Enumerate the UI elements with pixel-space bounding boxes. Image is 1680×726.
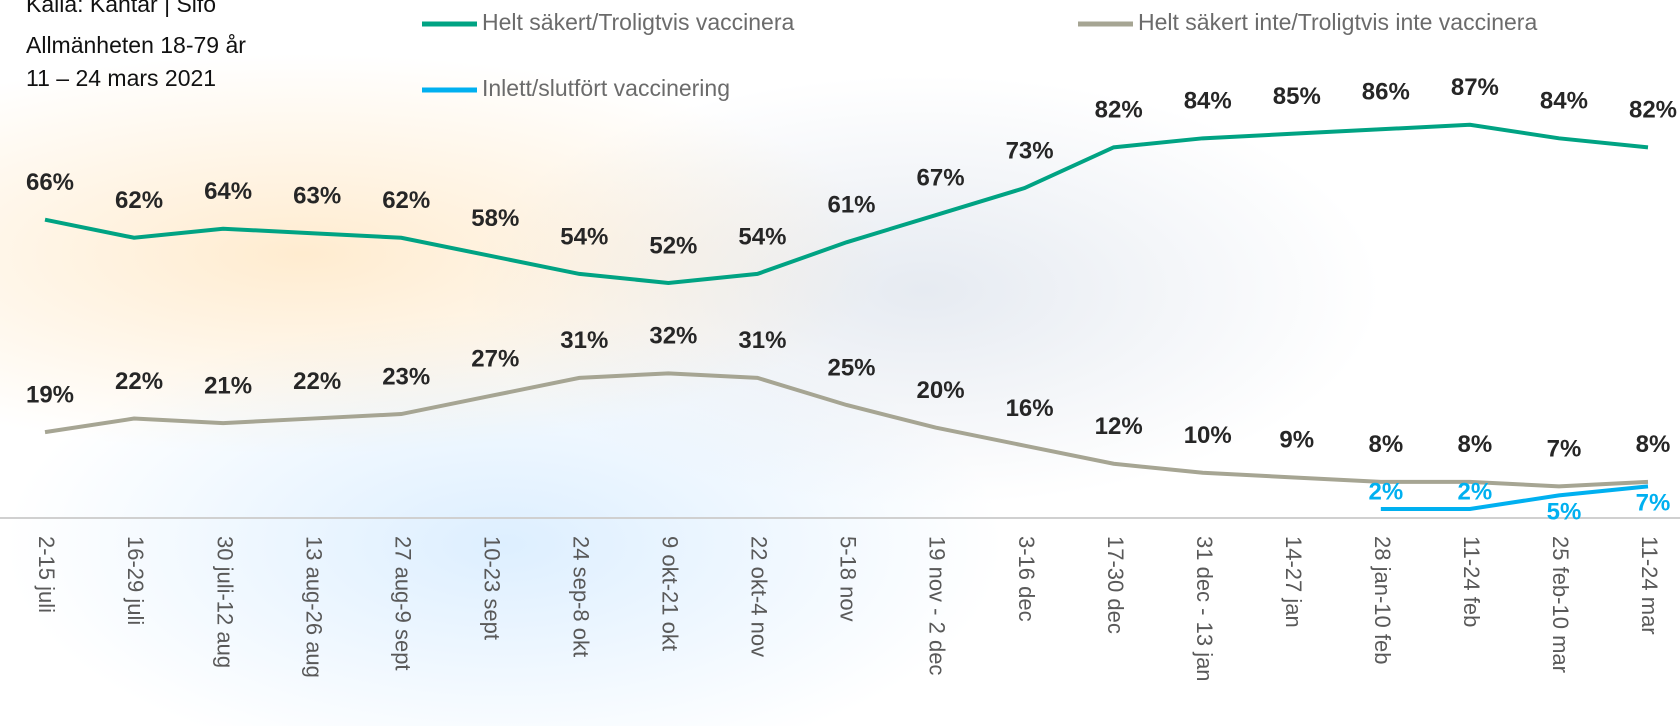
x-tick-label: 14-27 jan (1281, 536, 1306, 628)
data-label: 25% (827, 354, 875, 381)
data-label: 16% (1006, 395, 1054, 422)
legend-label: Helt säkert inte/Troligtvis inte vaccine… (1138, 9, 1537, 35)
x-tick-label: 22 okt-4 nov (747, 536, 772, 657)
data-label: 22% (115, 368, 163, 395)
data-label: 8% (1636, 431, 1671, 458)
x-tick-label: 24 sep-8 okt (569, 536, 594, 657)
data-label: 67% (917, 165, 965, 192)
x-tick-label: 13 aug-26 aug (301, 536, 326, 678)
data-label: 61% (827, 192, 875, 219)
data-label: 62% (382, 187, 430, 214)
data-label: 21% (204, 372, 252, 399)
series-line (1381, 486, 1648, 509)
data-label: 31% (738, 327, 786, 354)
data-label: 84% (1184, 88, 1232, 115)
x-tick-label: 2-15 juli (34, 536, 59, 613)
data-label: 7% (1547, 436, 1582, 463)
data-label: 58% (471, 205, 519, 232)
data-label: 23% (382, 363, 430, 390)
data-label: 62% (115, 187, 163, 214)
data-label: 54% (738, 223, 786, 250)
data-label: 82% (1629, 97, 1677, 124)
data-label: 63% (293, 183, 341, 210)
x-tick-label: 25 feb-10 mar (1548, 536, 1573, 673)
x-tick-label: 3-16 dec (1014, 536, 1039, 622)
x-tick-label: 27 aug-9 sept (390, 536, 415, 671)
x-tick-label: 30 juli-12 aug (212, 536, 237, 668)
data-label: 82% (1095, 97, 1143, 124)
data-label: 32% (649, 323, 697, 350)
source-note: Källa: Kantar | Sifo (26, 0, 216, 17)
chart: Källa: Kantar | Sifo Allmänheten 18-79 å… (0, 0, 1680, 726)
series-line (45, 373, 1648, 486)
x-tick-label: 31 dec - 13 jan (1192, 536, 1217, 682)
data-label: 54% (560, 223, 608, 250)
x-tick-label: 17-30 dec (1103, 536, 1128, 634)
data-label: 22% (293, 368, 341, 395)
data-label: 66% (26, 169, 74, 196)
data-label: 2% (1458, 478, 1493, 505)
period-note: 11 – 24 mars 2021 (26, 65, 216, 91)
data-label: 5% (1547, 499, 1582, 526)
x-tick-label: 16-29 juli (123, 536, 148, 625)
x-tick-label: 11-24 feb (1459, 536, 1484, 627)
legend-label: Inlett/slutfört vaccinering (482, 75, 730, 101)
data-label: 2% (1368, 478, 1403, 505)
data-label: 12% (1095, 413, 1143, 440)
data-label: 20% (917, 377, 965, 404)
data-label: 7% (1636, 490, 1671, 517)
x-tick-label: 28 jan-10 feb (1370, 536, 1395, 664)
data-label: 8% (1458, 431, 1493, 458)
x-tick-label: 19 nov - 2 dec (925, 536, 950, 675)
data-label: 8% (1368, 431, 1403, 458)
data-label: 73% (1006, 137, 1054, 164)
data-label: 31% (560, 327, 608, 354)
data-label: 9% (1279, 427, 1314, 454)
x-tick-label: 5-18 nov (836, 536, 861, 622)
data-label: 86% (1362, 79, 1410, 106)
data-label: 64% (204, 178, 252, 205)
data-label: 19% (26, 381, 74, 408)
data-label: 52% (649, 232, 697, 259)
data-label: 87% (1451, 74, 1499, 101)
x-tick-label: 10-23 sept (479, 536, 504, 640)
x-tick-label: 9 okt-21 okt (658, 536, 683, 651)
legend-label: Helt säkert/Troligtvis vaccinera (482, 9, 795, 35)
data-label: 85% (1273, 83, 1321, 110)
x-tick-label: 11-24 mar (1637, 536, 1662, 635)
data-label: 10% (1184, 422, 1232, 449)
data-label: 27% (471, 345, 519, 372)
population-note: Allmänheten 18-79 år (26, 32, 246, 58)
data-label: 84% (1540, 88, 1588, 115)
